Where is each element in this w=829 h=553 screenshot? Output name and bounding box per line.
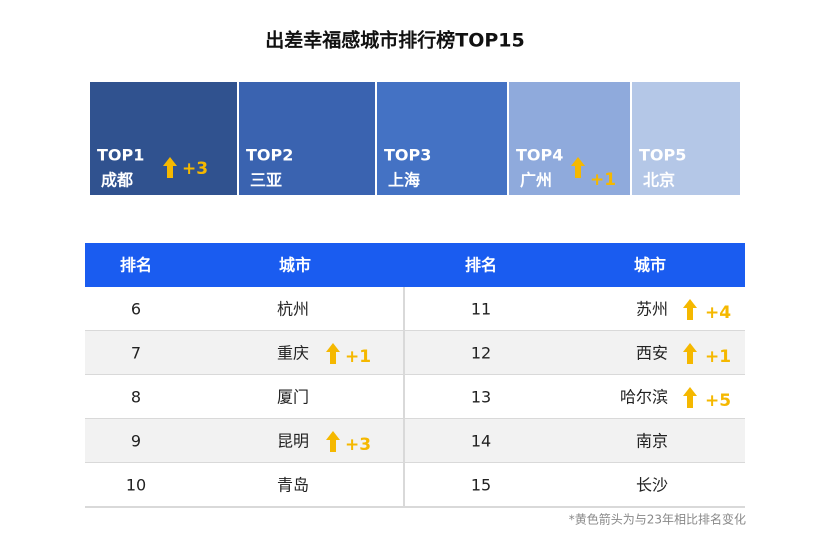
top-box [632,82,740,195]
top-city: 北京 [643,171,675,190]
table-header [85,243,745,287]
city-cell: 苏州 [636,300,668,319]
rank-cell: 6 [131,300,141,319]
up-arrow [683,299,697,320]
rank-change: +1 [705,347,731,367]
rank-change: +1 [345,347,371,367]
city-cell: 昆明 [277,432,309,451]
top-city: 三亚 [250,171,282,190]
up-arrow [683,343,697,364]
top-rank: TOP3 [384,146,431,165]
rank-cell: 12 [471,344,491,363]
top-rank: TOP4 [516,146,563,165]
table-row [85,419,745,463]
table-row [85,463,745,507]
city-cell: 长沙 [636,476,668,495]
city-cell: 青岛 [277,476,309,495]
city-cell: 重庆 [277,344,309,363]
title: 出差幸福感城市排行榜TOP15 [265,29,524,52]
top-city: 广州 [520,171,552,190]
up-arrow [326,343,340,364]
top-city: 上海 [388,171,420,190]
up-arrow [571,157,585,178]
city-cell: 杭州 [277,300,309,319]
rank-cell: 11 [471,300,491,319]
table-row [85,375,745,419]
rank-cell: 8 [131,388,141,407]
table-header-cell: 城市 [634,256,666,275]
city-cell: 南京 [636,432,668,451]
footnote: *黄色箭头为与23年相比排名变化 [569,512,746,527]
table-row [85,287,745,331]
top-change: +1 [590,170,616,190]
top-box [377,82,507,195]
table-row [85,331,745,375]
table-header-cell: 排名 [120,256,152,275]
rank-cell: 15 [471,476,491,495]
top-box [90,82,237,195]
city-cell: 哈尔滨 [620,388,668,407]
rank-change: +4 [705,303,731,323]
top-rank: TOP1 [97,146,144,165]
top-change: +3 [182,159,208,179]
up-arrow [326,431,340,452]
top-city: 成都 [101,171,133,190]
top-rank: TOP2 [246,146,293,165]
city-cell: 西安 [636,344,668,363]
city-cell: 厦门 [277,388,309,407]
table-header-cell: 排名 [465,256,497,275]
rank-cell: 9 [131,432,141,451]
rank-change: +3 [345,435,371,455]
table-header-cell: 城市 [279,256,311,275]
rank-change: +5 [705,391,731,411]
up-arrow [163,157,177,178]
rank-cell: 10 [126,476,146,495]
rank-cell: 7 [131,344,141,363]
rank-cell: 14 [471,432,491,451]
rank-cell: 13 [471,388,491,407]
top-box [239,82,375,195]
up-arrow [683,387,697,408]
top-box [509,82,630,195]
top-rank: TOP5 [639,146,686,165]
